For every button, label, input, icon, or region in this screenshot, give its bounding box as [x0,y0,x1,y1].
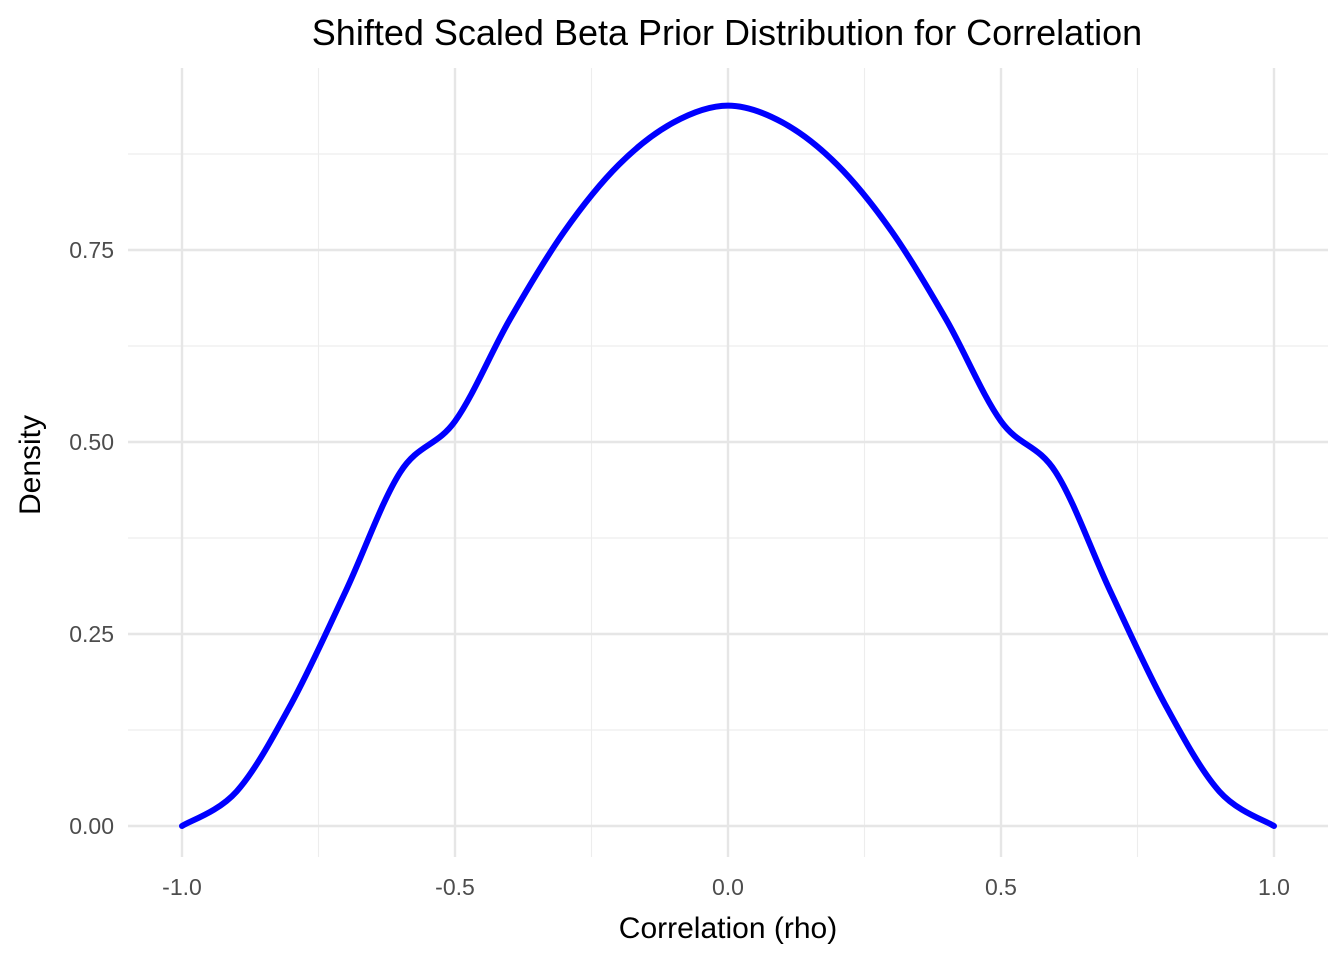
density-line [179,102,1277,829]
y-tick-label: 0.00 [69,813,114,839]
x-axis-label: Correlation (rho) [619,912,837,945]
x-tick-labels: -1.0 -0.5 0.0 0.5 1.0 [162,874,1290,900]
y-tick-label: 0.25 [69,621,114,647]
chart-title: Shifted Scaled Beta Prior Distribution f… [312,12,1142,53]
series-layer [179,102,1277,829]
y-tick-label: 0.75 [69,237,114,263]
x-tick-label: 0.5 [985,874,1017,900]
x-tick-label: -0.5 [435,874,475,900]
y-tick-label: 0.50 [69,429,114,455]
y-axis-label: Density [14,415,47,515]
y-tick-labels: 0.00 0.25 0.50 0.75 [69,237,114,839]
x-tick-label: -1.0 [162,874,202,900]
x-tick-label: 0.0 [712,874,744,900]
grid [128,68,1328,857]
x-tick-label: 1.0 [1258,874,1290,900]
